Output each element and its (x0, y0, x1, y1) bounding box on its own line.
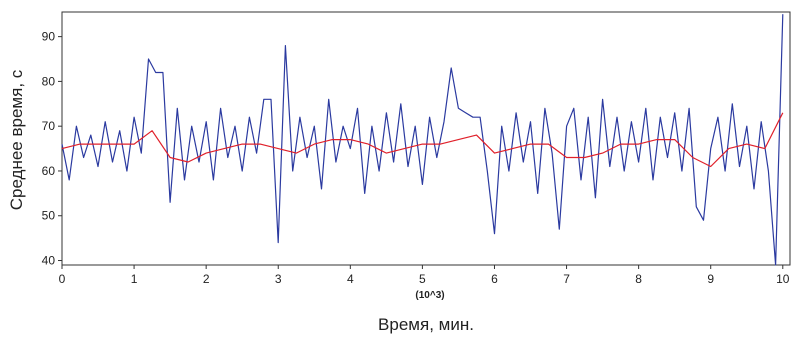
y-tick-label: 90 (42, 30, 56, 44)
plot-frame (61, 11, 791, 266)
x-tick-label: 1 (131, 272, 138, 286)
x-tick-label: 8 (635, 272, 642, 286)
x-tick-label: 3 (275, 272, 282, 286)
series-line (61, 14, 784, 266)
y-tick-label: 40 (42, 254, 56, 268)
series-line (61, 112, 784, 168)
x-tick-label: 0 (59, 272, 66, 286)
y-axis-title: Среднее время, с (7, 69, 26, 210)
x-tick-label: 7 (563, 272, 570, 286)
y-tick-label: 70 (42, 119, 56, 133)
x-axis-title: Время, мин. (378, 315, 474, 334)
y-tick-label: 80 (42, 74, 56, 88)
y-tick-label: 60 (42, 164, 56, 178)
x-tick-label: 10 (776, 272, 790, 286)
x-tick-label: 6 (491, 272, 498, 286)
y-tick-label: 50 (42, 209, 56, 223)
x-scale-note: (10^3) (415, 290, 444, 301)
x-tick-label: 9 (707, 272, 714, 286)
x-tick-label: 5 (419, 272, 426, 286)
x-tick-label: 2 (203, 272, 210, 286)
x-tick-label: 4 (347, 272, 354, 286)
